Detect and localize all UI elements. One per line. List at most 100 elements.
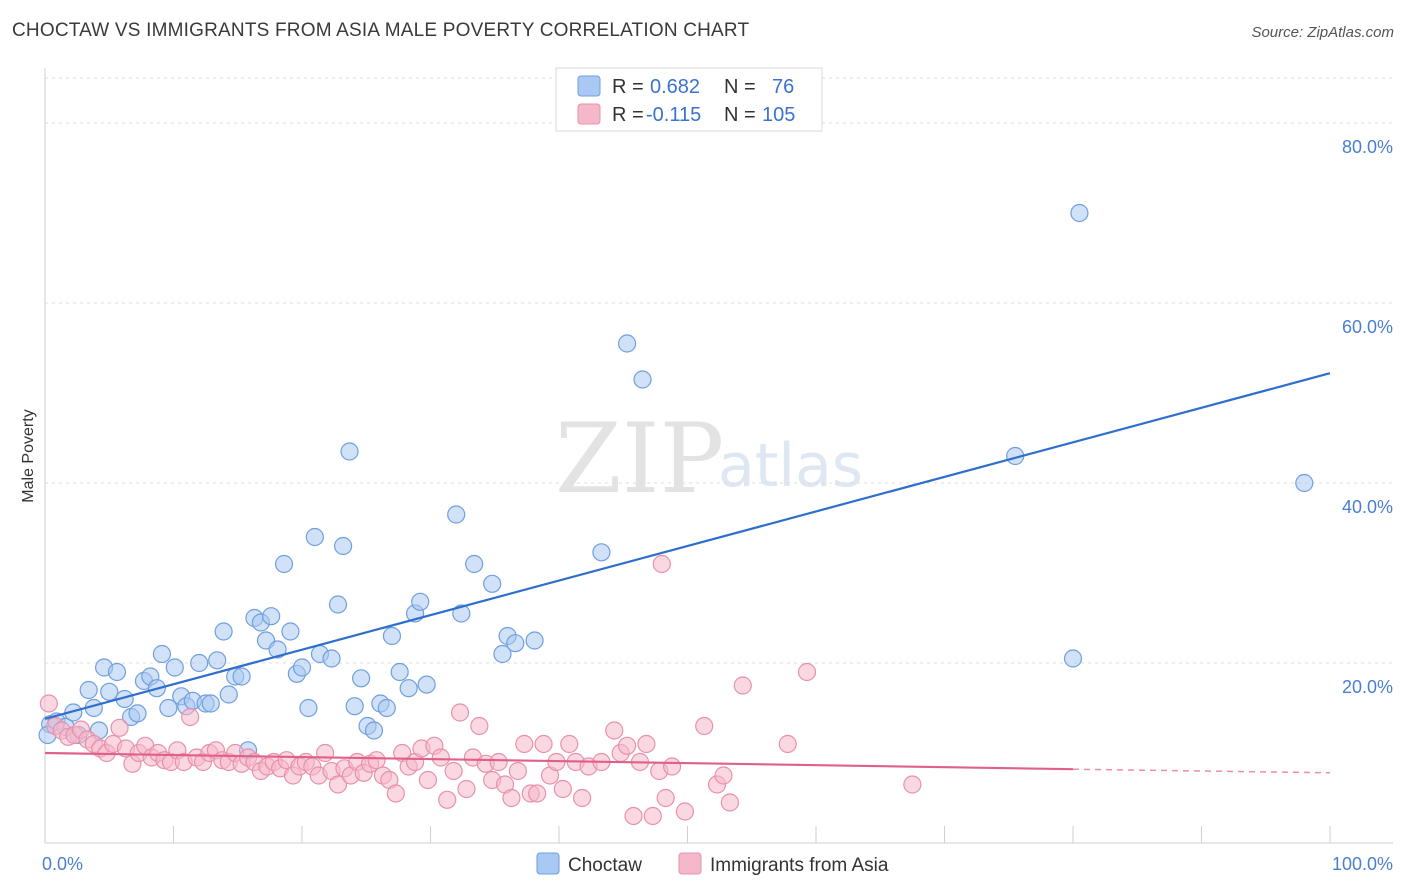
watermark-zip: ZIP [555,403,724,515]
choctaw-point-36 [268,640,287,659]
choctaw-point-13 [128,704,147,723]
immigrants-point-77 [534,734,553,754]
correlation-legend: R = 0.682 N = 76 R = -0.115 N = 105 [555,67,823,132]
choctaw-point-5 [79,680,98,700]
immigrants-point-99 [714,766,733,785]
choctaw-point-38 [281,622,300,641]
choctaw-point-30 [232,667,251,686]
choctaw-point-46 [334,536,353,556]
axes [44,68,1393,844]
choctaw-point-49 [352,669,371,688]
immigrants-point-100 [720,793,740,812]
grid-lines [45,77,1393,664]
choctaw-point-23 [190,653,209,673]
choctaw-point-63 [483,574,502,593]
source-label: Source: ZipAtlas.com [1251,24,1394,41]
choctaw-point-53 [377,698,396,718]
y-tick-20: 20.0% [1342,677,1393,697]
choctaw-point-26 [208,651,227,670]
choctaw-point-18 [159,698,178,718]
y-tick-60: 60.0% [1342,317,1393,337]
choctaw-point-67 [525,631,544,650]
immigrants-point-94 [656,788,675,808]
immigrants-point-80 [553,779,572,799]
immigrants-point-61 [431,748,450,767]
immigrants-point-54 [386,784,405,803]
trend-lines [44,372,1331,774]
immigrants-point-43 [316,743,335,763]
legend-n-value-1: 76 [772,76,794,98]
legend-r-label-1: R = [612,76,644,98]
watermark: ZIP atlas [555,403,863,515]
immigrants-point-83 [573,788,592,808]
series-legend: Choctaw Immigrants from Asia [536,852,889,876]
y-axis-label: Male Poverty [20,409,37,502]
immigrants-point-11 [110,718,129,737]
immigrants-point-101 [733,676,752,695]
choctaw-point-44 [322,649,341,668]
legend-r-label-2: R = [612,104,644,126]
choctaw-point-70 [633,370,652,389]
immigrants-point-73 [508,761,527,781]
immigrants-point-104 [652,554,671,574]
immigrants-point-88 [618,736,637,755]
immigrants-point-45 [328,775,348,794]
immigrants-point-86 [605,721,624,740]
series-immigrants-asia-points [39,554,922,826]
choctaw-point-54 [382,626,402,646]
immigrants-point-76 [528,784,547,803]
immigrants-point-89 [624,806,643,826]
legend-r-value-1: 0.682 [650,76,700,98]
choctaw-point-25 [201,694,220,713]
choctaw-point-69 [618,334,637,353]
choctaw-point-59 [417,675,436,694]
x-tick-labels: 0.0% 100.0% [42,854,1393,874]
legend-n-label-1: N = [724,76,756,98]
choctaw-trend-line [44,372,1331,720]
immigrants-point-64 [450,703,470,722]
choctaw-point-51 [364,721,384,740]
immigrants-point-67 [470,716,489,736]
choctaw-point-58 [411,592,430,611]
immigrants-point-103 [797,662,817,682]
choctaw-point-73 [1063,649,1083,668]
choctaw-point-60 [447,505,466,524]
bottom-legend-label-choctaw: Choctaw [568,855,642,876]
immigrants-point-92 [643,806,662,826]
y-tick-80: 80.0% [1342,137,1393,157]
bottom-legend-label-immigrants: Immigrants from Asia [710,855,889,876]
choctaw-point-74 [1295,473,1314,493]
choctaw-point-42 [305,527,324,547]
choctaw-point-41 [299,698,318,718]
legend-r-value-2: -0.115 [646,104,701,126]
immigrants-point-102 [778,734,797,754]
immigrants-point-72 [502,788,521,808]
choctaw-point-55 [390,662,409,682]
immigrants-point-0 [39,694,58,713]
choctaw-point-27 [214,622,233,641]
choctaw-point-35 [262,607,281,626]
choctaw-point-37 [274,554,294,574]
immigrants-point-63 [444,761,463,781]
legend-swatch-immigrants [577,103,601,125]
bottom-legend-swatch-choctaw [536,852,560,875]
choctaw-point-45 [328,595,348,614]
immigrants-point-74 [515,734,534,754]
choctaw-point-48 [345,697,364,716]
bottom-legend-swatch-immigrants [678,852,702,875]
choctaw-point-72 [1070,203,1089,223]
choctaw-point-64 [493,644,512,664]
legend-swatch-choctaw [577,75,601,97]
immigrants-point-105 [903,775,922,794]
immigrants-point-65 [457,779,476,799]
chart-title: CHOCTAW VS IMMIGRANTS FROM ASIA MALE POV… [12,20,750,41]
immigrants-point-95 [662,757,682,776]
choctaw-point-47 [340,442,359,461]
immigrants-point-96 [675,802,695,821]
legend-n-label-2: N = [724,104,756,126]
immigrants-point-91 [637,734,656,754]
immigrants-point-97 [695,716,714,736]
choctaw-point-61 [452,604,471,623]
immigrants-trend-extension [1072,768,1331,774]
